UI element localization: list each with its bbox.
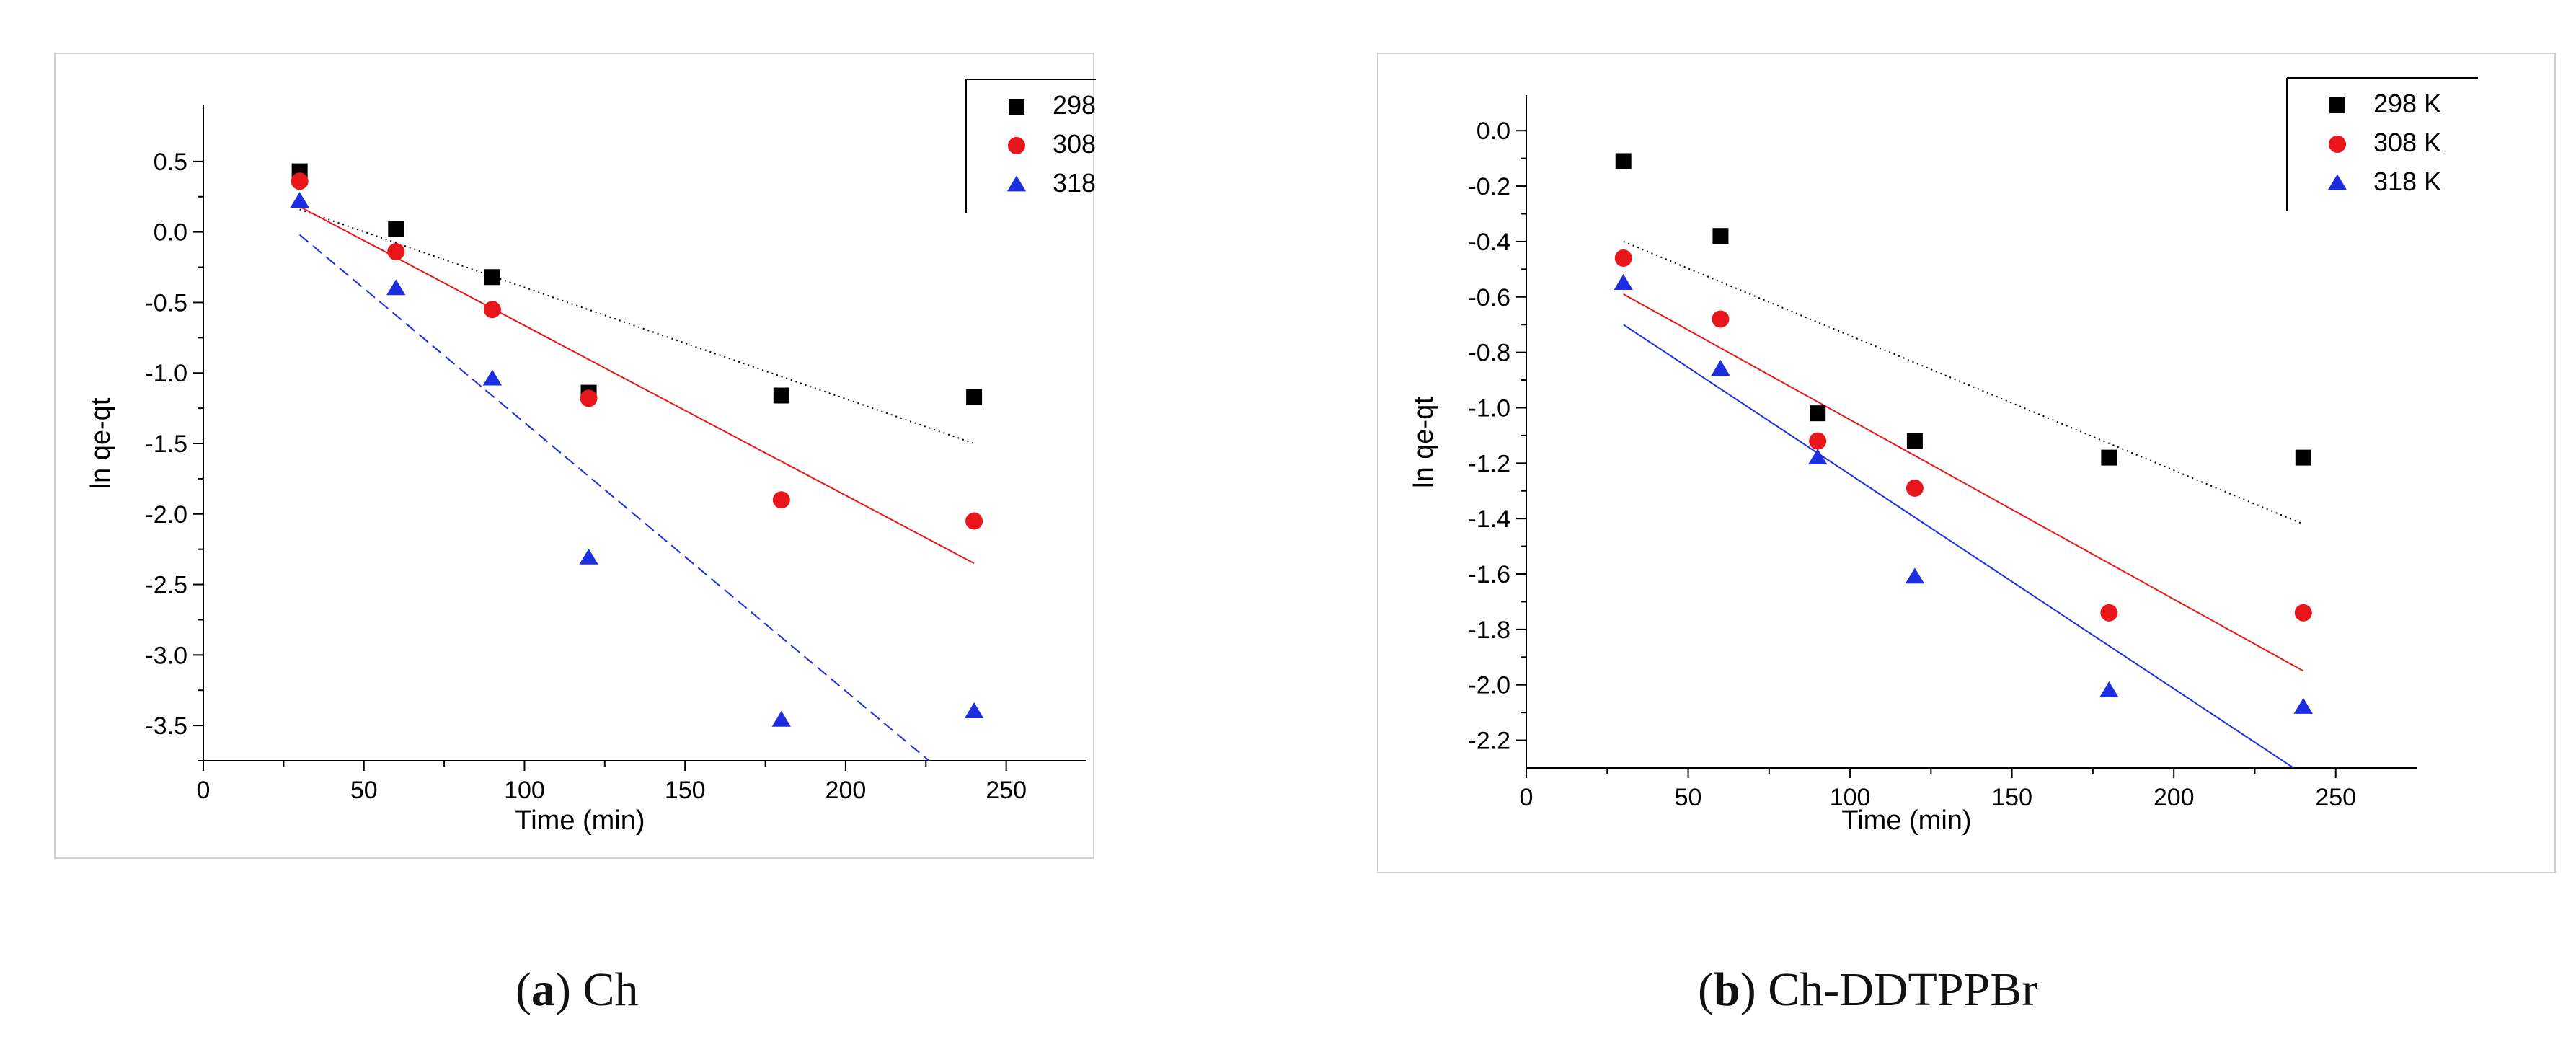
chart-a-fit-line-0 [299,208,975,444]
chart-a-point-0-5 [966,389,983,405]
chart-b-fit-line-0 [1623,240,2304,525]
chart-a-legend-marker-2 [1006,175,1027,192]
chart-a-x-tick-label: 150 [665,777,706,804]
chart-b-y-tick-label: -1.2 [1468,450,1510,477]
caption-b: (b) Ch-DDTPPBr [1698,963,2038,1016]
chart-b-point-2-5 [2293,697,2314,714]
chart-b-point-2-0 [1614,274,1633,290]
chart-b-legend-label-2: 318 K [2373,167,2441,196]
chart-b-fit-line-1 [1623,293,2304,672]
chart-a-y-tick-label: 0.5 [154,149,187,176]
chart-b-y-tick-label: 0.0 [1477,118,1510,145]
chart-b-x-tick-label: 50 [1675,784,1702,811]
chart-b-point-1-4 [2100,604,2118,622]
chart-b-point-1-5 [2294,604,2312,622]
chart-b-legend-marker-2 [2327,174,2347,190]
chart-b-point-2-2 [1807,449,1828,465]
chart-b-y-tick-label: -1.4 [1468,505,1510,533]
caption-a-letter: a [531,963,555,1016]
chart-b-point-2-4 [2099,681,2119,697]
chart-b-point-0-4 [2101,449,2117,466]
chart-a-x-tick-label: 100 [504,777,545,804]
chart-b-y-tick-label: -0.2 [1468,173,1510,200]
chart-b-svg: 0 50 100 150 200 250 0.0 -0.2 -0.4 -0.6 -0.8 -1.0 -1… [1409,77,2478,836]
chart-panel-a: 0 50 100 150 200 250 0.5 0.0 -0.5 -1.0 -1.5 -2.0 -2.… [54,53,1096,859]
chart-a-y-tick-label: -2.5 [145,572,187,599]
chart-b-point-0-1 [1712,228,1729,244]
chart-a-y-tick-label: -1.5 [145,430,187,458]
chart-a-legend-label-2: 318 K [1053,168,1096,198]
chart-b-y-tick-label: -0.6 [1468,284,1510,312]
chart-b-x-tick-label: 200 [2154,784,2195,811]
chart-a-point-2-4 [771,710,792,727]
chart-b-y-tick-label: -1.0 [1468,394,1510,422]
chart-b-y-tick-label: -0.4 [1468,229,1510,256]
chart-a-y-tick-label: -3.5 [145,712,187,740]
chart-a-fit-line-2 [298,234,930,761]
chart-a-legend-label-1: 308 K [1053,129,1096,159]
chart-a-y-tick-label: -0.5 [145,289,187,317]
chart-a-x-axis-label: Time (min) [515,805,645,836]
chart-a-point-1-5 [965,512,983,530]
chart-a-legend-marker-1 [1008,137,1025,154]
chart-b-fit-line-2 [1623,324,2294,768]
caption-a: (a) Ch [515,963,639,1016]
caption-b-letter: b [1713,963,1740,1016]
chart-a-legend-marker-0 [1009,99,1024,115]
chart-b-y-tick-label: -2.0 [1468,672,1510,699]
chart-a-point-2-5 [964,702,984,718]
chart-b-point-0-5 [2295,449,2311,466]
chart-b-legend-marker-0 [2329,97,2345,113]
chart-a-point-1-4 [772,491,790,509]
chart-b-point-0-2 [1810,405,1826,422]
chart-a-x-tick-label: 0 [197,777,211,804]
chart-a-svg: 0 50 100 150 200 250 0.5 0.0 -0.5 -1.0 -1.5 -2.0 -2.… [86,79,1096,836]
chart-a-x-tick-label: 50 [350,777,378,804]
chart-a-point-2-0 [290,192,309,208]
chart-b-point-1-3 [1906,479,1924,497]
chart-a-point-1-2 [483,301,501,319]
chart-b-y-tick-label: -1.6 [1468,561,1510,588]
chart-b-legend-marker-1 [2329,136,2346,153]
chart-b-legend-label-0: 298 K [2373,89,2441,118]
chart-a-point-2-2 [482,369,503,386]
chart-a-y-tick-label: -3.0 [145,642,187,669]
chart-b-x-axis-label: Time (min) [1841,805,1971,836]
chart-b-y-tick-label: -1.8 [1468,617,1510,644]
chart-b-x-tick-label: 150 [1991,784,2032,811]
chart-b-point-2-3 [1905,567,1925,584]
chart-a-x-tick-label: 250 [986,777,1027,804]
chart-a-y-tick-label: -2.0 [145,501,187,529]
chart-b-point-0-0 [1615,153,1632,169]
chart-a-point-0-4 [773,387,789,404]
chart-a-point-0-2 [484,269,500,286]
chart-a-point-2-1 [386,279,406,296]
chart-b-point-0-3 [1906,433,1923,449]
chart-a-y-axis-label: ln qe-qt [86,397,116,489]
chart-b-x-tick-label: 100 [1830,784,1871,811]
chart-a-point-2-3 [579,548,598,565]
chart-b-y-axis-label: ln qe-qt [1409,397,1439,488]
chart-a-point-0-1 [388,221,404,237]
chart-a-point-1-3 [580,389,598,407]
chart-b-y-tick-label: -0.8 [1468,340,1510,367]
caption-a-text: Ch [583,963,639,1016]
chart-b-x-tick-label: 250 [2315,784,2356,811]
chart-a-legend-label-0: 298 K [1053,90,1096,120]
chart-b-y-tick-label: -2.2 [1468,728,1510,755]
chart-b-legend-label-1: 308 K [2373,128,2441,157]
chart-b-point-2-1 [1711,360,1730,376]
chart-panel-b: 0 50 100 150 200 250 0.0 -0.2 -0.4 -0.6 -0.8 -1.0 -1… [1377,53,2556,873]
chart-a-point-1-1 [387,243,405,261]
chart-b-point-1-1 [1712,310,1730,328]
chart-b-point-1-0 [1614,249,1632,267]
chart-a-y-tick-label: 0.0 [154,219,187,247]
chart-a-fit-line-1 [299,206,975,565]
chart-b-point-1-2 [1809,432,1827,450]
caption-b-text: Ch-DDTPPBr [1768,963,2038,1016]
chart-a-y-tick-label: -1.0 [145,360,187,387]
chart-b-x-tick-label: 0 [1520,784,1533,811]
chart-a-x-tick-label: 200 [826,777,867,804]
chart-a-point-1-0 [291,172,309,190]
